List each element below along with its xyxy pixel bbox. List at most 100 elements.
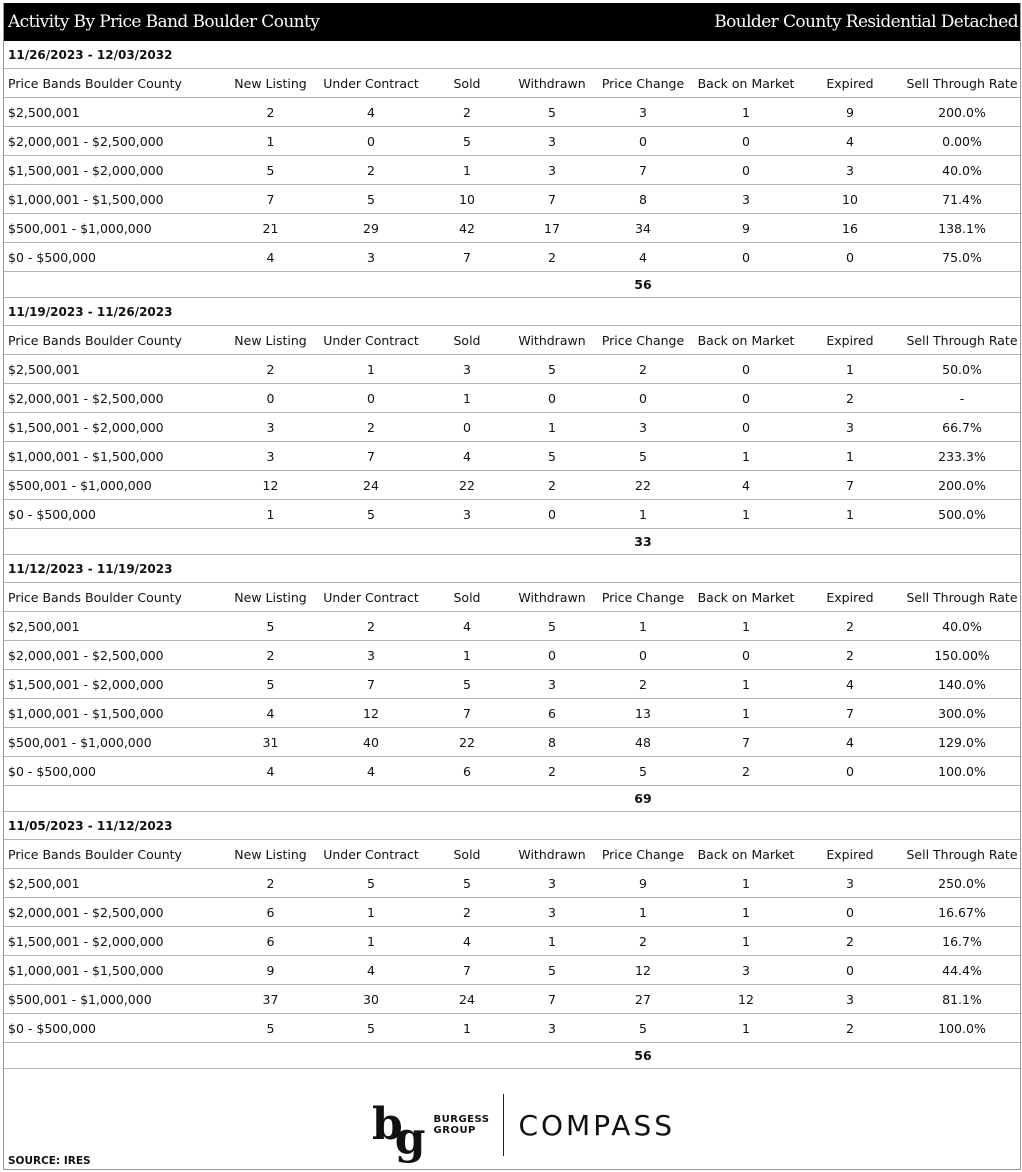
empty-cell xyxy=(904,785,1020,812)
table-row: $500,001 - $1,000,000 37 30 24 7 27 12 3 81.1% xyxy=(4,984,1020,1014)
section-total: 56 xyxy=(590,271,696,298)
table-cell: 4 xyxy=(420,611,514,641)
table-cell: 6 xyxy=(219,897,322,927)
table-row: $2,000,001 - $2,500,000 2 3 1 0 0 0 2 150.00% xyxy=(4,640,1020,670)
table-cell: 27 xyxy=(590,984,696,1014)
table-cell: 2 xyxy=(219,354,322,384)
table-cell: 2 xyxy=(796,611,904,641)
column-header: Under Contract xyxy=(322,325,420,355)
table-cell: 2 xyxy=(796,926,904,956)
table-cell: 2 xyxy=(322,412,420,442)
column-header: Back on Market xyxy=(696,68,796,98)
section-total-row: 33 xyxy=(4,528,1020,555)
table-cell: 0 xyxy=(796,897,904,927)
table-cell: 2 xyxy=(514,242,590,272)
empty-cell xyxy=(420,1042,514,1069)
table-cell: 0 xyxy=(796,955,904,985)
table-cell: 9 xyxy=(590,868,696,898)
table-cell: 5 xyxy=(219,669,322,699)
table-cell: 1 xyxy=(696,897,796,927)
table-cell: 1 xyxy=(696,926,796,956)
table-cell: 2 xyxy=(322,611,420,641)
table-cell: 500.0% xyxy=(904,499,1020,529)
table-cell: 75.0% xyxy=(904,242,1020,272)
table-row: $1,500,001 - $2,000,000 5 2 1 3 7 0 3 40.0% xyxy=(4,155,1020,185)
table-cell: 5 xyxy=(514,955,590,985)
table-cell: 0 xyxy=(590,126,696,156)
table-cell: 0 xyxy=(696,155,796,185)
price-band-label: $0 - $500,000 xyxy=(4,242,219,272)
table-cell: 200.0% xyxy=(904,97,1020,127)
empty-cell xyxy=(796,1042,904,1069)
column-header: Back on Market xyxy=(696,839,796,869)
table-cell: 7 xyxy=(796,470,904,500)
table-cell: 7 xyxy=(219,184,322,214)
table-cell: 1 xyxy=(796,354,904,384)
column-header: Price Change xyxy=(590,325,696,355)
table-cell: 0 xyxy=(796,756,904,786)
column-header: Sell Through Rate xyxy=(904,582,1020,612)
table-cell: 5 xyxy=(322,868,420,898)
table-cell: 100.0% xyxy=(904,1013,1020,1043)
table-cell: 1 xyxy=(322,897,420,927)
table-cell: 1 xyxy=(796,499,904,529)
column-header: New Listing xyxy=(219,582,322,612)
table-cell: 4 xyxy=(796,669,904,699)
table-cell: 5 xyxy=(514,611,590,641)
empty-cell xyxy=(322,1042,420,1069)
table-cell: 1 xyxy=(796,441,904,471)
price-band-label: $1,000,001 - $1,500,000 xyxy=(4,184,219,214)
table-cell: 3 xyxy=(514,868,590,898)
table-cell: 300.0% xyxy=(904,698,1020,728)
table-cell: 22 xyxy=(590,470,696,500)
column-header: New Listing xyxy=(219,68,322,98)
table-cell: 3 xyxy=(322,242,420,272)
table-cell: 16 xyxy=(796,213,904,243)
table-cell: 7 xyxy=(420,955,514,985)
table-cell: 6 xyxy=(420,756,514,786)
table-row: $1,000,001 - $1,500,000 9 4 7 5 12 3 0 44.4% xyxy=(4,955,1020,985)
table-cell: 81.1% xyxy=(904,984,1020,1014)
empty-cell xyxy=(696,528,796,555)
table-cell: 24 xyxy=(420,984,514,1014)
section-date-range: 11/12/2023 - 11/19/2023 xyxy=(4,554,1020,583)
table-cell: 5 xyxy=(514,97,590,127)
table-cell: 3 xyxy=(796,984,904,1014)
price-band-label: $500,001 - $1,000,000 xyxy=(4,213,219,243)
table-cell: 34 xyxy=(590,213,696,243)
table-cell: 10 xyxy=(420,184,514,214)
table-row: $1,000,001 - $1,500,000 7 5 10 7 8 3 10 71.4% xyxy=(4,184,1020,214)
price-band-label: $1,500,001 - $2,000,000 xyxy=(4,926,219,956)
table-row: $2,500,001 2 4 2 5 3 1 9 200.0% xyxy=(4,97,1020,127)
table-cell: 21 xyxy=(219,213,322,243)
table-row: $0 - $500,000 4 4 6 2 5 2 0 100.0% xyxy=(4,756,1020,786)
price-band-label: $0 - $500,000 xyxy=(4,499,219,529)
table-cell: 0 xyxy=(696,383,796,413)
column-header-row: Price Bands Boulder County New Listing Und… xyxy=(4,582,1020,612)
table-cell: 3 xyxy=(514,126,590,156)
table-cell: 233.3% xyxy=(904,441,1020,471)
table-cell: 1 xyxy=(420,640,514,670)
column-header: Sell Through Rate xyxy=(904,325,1020,355)
table-cell: 0 xyxy=(796,242,904,272)
empty-cell xyxy=(4,785,219,812)
activity-table: 11/26/2023 - 12/03/2032 Price Bands Bould… xyxy=(4,41,1020,1069)
table-cell: 3 xyxy=(514,1013,590,1043)
table-row: $1,500,001 - $2,000,000 5 7 5 3 2 1 4 140.0% xyxy=(4,669,1020,699)
table-cell: 138.1% xyxy=(904,213,1020,243)
table-cell: 13 xyxy=(590,698,696,728)
table-cell: 6 xyxy=(219,926,322,956)
table-cell: 5 xyxy=(420,669,514,699)
logo-divider xyxy=(503,1094,505,1156)
table-row: $2,500,001 2 1 3 5 2 0 1 50.0% xyxy=(4,354,1020,384)
table-cell: 29 xyxy=(322,213,420,243)
column-header: Sell Through Rate xyxy=(904,839,1020,869)
table-cell: 12 xyxy=(322,698,420,728)
table-cell: 0 xyxy=(590,640,696,670)
table-cell: 2 xyxy=(590,926,696,956)
table-cell: 200.0% xyxy=(904,470,1020,500)
table-cell: 2 xyxy=(219,640,322,670)
table-cell: 2 xyxy=(696,756,796,786)
column-header: Price Bands Boulder County xyxy=(4,582,219,612)
table-cell: 66.7% xyxy=(904,412,1020,442)
